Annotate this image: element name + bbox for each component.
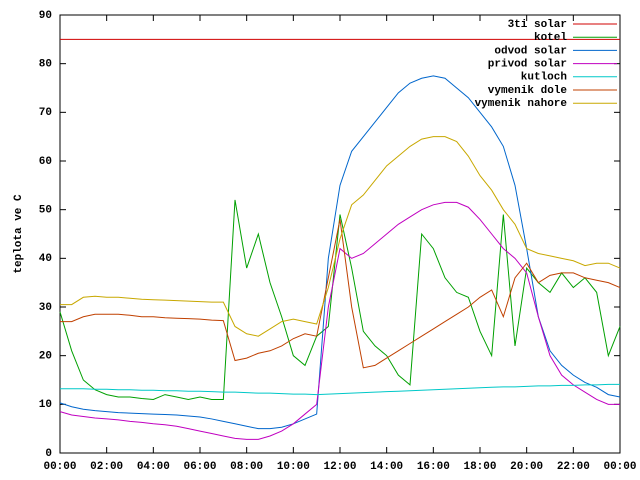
x-tick-label: 08:00 bbox=[230, 461, 263, 473]
y-tick-label: 30 bbox=[39, 302, 52, 314]
x-tick-label: 00:00 bbox=[603, 461, 636, 473]
legend-label: kotel bbox=[534, 32, 567, 44]
legend-label: privod solar bbox=[488, 59, 567, 71]
y-tick-label: 60 bbox=[39, 156, 52, 168]
x-tick-label: 02:00 bbox=[90, 461, 123, 473]
y-tick-label: 90 bbox=[39, 10, 52, 22]
x-tick-label: 22:00 bbox=[557, 461, 590, 473]
y-axis-label: teplota ve C bbox=[13, 194, 25, 274]
y-tick-label: 80 bbox=[39, 59, 52, 71]
x-tick-label: 10:00 bbox=[277, 461, 310, 473]
series-line bbox=[59, 201, 620, 440]
legend-label: odvod solar bbox=[494, 45, 567, 57]
y-tick-label: 40 bbox=[39, 253, 52, 265]
series-line bbox=[59, 199, 621, 400]
x-tick-label: 04:00 bbox=[137, 461, 170, 473]
y-tick-label: 50 bbox=[39, 205, 52, 217]
series-line bbox=[60, 383, 620, 396]
x-tick-label: 14:00 bbox=[370, 461, 403, 473]
y-tick-label: 0 bbox=[45, 448, 52, 460]
y-tick-label: 70 bbox=[39, 107, 52, 119]
legend-label: kutloch bbox=[521, 72, 567, 84]
legend-label: vymenik nahore bbox=[475, 98, 568, 110]
x-tick-label: 00:00 bbox=[43, 461, 76, 473]
x-tick-label: 12:00 bbox=[323, 461, 356, 473]
legend-label: vymenik dole bbox=[488, 85, 568, 97]
y-tick-label: 20 bbox=[39, 351, 52, 363]
x-tick-label: 18:00 bbox=[463, 461, 496, 473]
legend-label: 3ti solar bbox=[508, 19, 567, 31]
x-tick-label: 16:00 bbox=[417, 461, 450, 473]
x-tick-label: 06:00 bbox=[183, 461, 216, 473]
y-tick-label: 10 bbox=[39, 399, 52, 411]
series-line bbox=[60, 136, 621, 337]
x-tick-label: 20:00 bbox=[510, 461, 543, 473]
series-line bbox=[60, 219, 621, 369]
